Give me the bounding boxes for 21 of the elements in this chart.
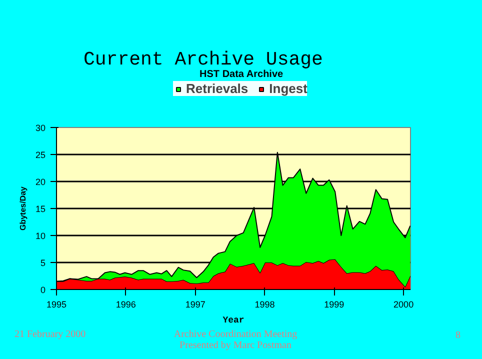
- x-tick-label: 2000: [394, 300, 414, 310]
- x-tick-label: 1999: [324, 300, 344, 310]
- y-tick-label: 0: [40, 285, 46, 295]
- text: 8: [456, 330, 460, 341]
- x-axis-title: Year: [222, 316, 244, 326]
- chart-title: Current Archive Usage: [84, 48, 323, 70]
- y-tick-label: 20: [35, 177, 46, 187]
- x-tick-label: 1995: [46, 300, 67, 310]
- y-tick-label: 25: [35, 150, 46, 160]
- y-tick-label: 30: [35, 123, 46, 133]
- y-tick-label: 15: [35, 204, 46, 214]
- x-tick-label: 1998: [254, 300, 275, 310]
- text: Archive Coordination Meeting Presented by Marc Postman: [174, 329, 298, 351]
- chart-subtitle: HST Data Archive: [200, 69, 284, 80]
- text: 21 February 2000: [14, 329, 86, 340]
- y-tick-label: 10: [35, 231, 46, 241]
- x-tick-label: 1996: [116, 300, 136, 310]
- y-tick-label: 5: [40, 258, 46, 268]
- x-tick-label: 1997: [185, 300, 206, 310]
- y-axis-title: Gbytes/Day: [18, 186, 28, 231]
- legend-label: Retrievals: [186, 81, 248, 96]
